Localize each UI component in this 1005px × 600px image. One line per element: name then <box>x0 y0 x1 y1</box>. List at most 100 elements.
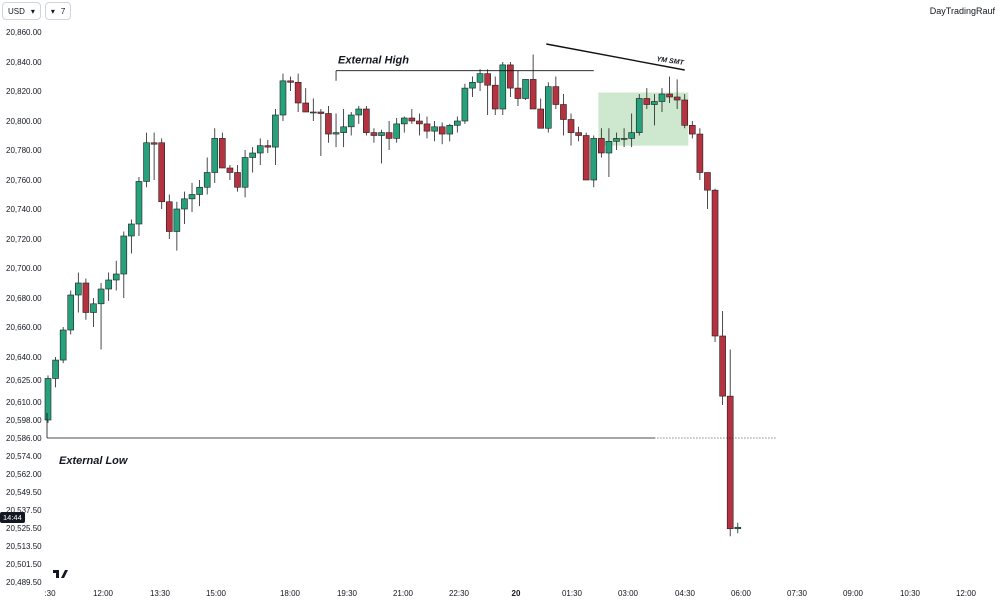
price-tick-label: 20,586.00 <box>6 434 42 443</box>
candle-body <box>52 359 59 379</box>
time-tick-label: 04:30 <box>675 589 696 598</box>
candle-body <box>241 157 249 188</box>
candle-body <box>203 172 211 188</box>
candle-body <box>658 93 666 102</box>
price-axis[interactable]: 20,860.00 20,840.00 20,820.00 20,800.00 20,7… <box>6 28 42 587</box>
time-tick-label: 15:00 <box>206 589 227 598</box>
price-tick-label: 20,740.00 <box>6 205 42 214</box>
time-tick-label: 20 <box>512 589 521 598</box>
price-tick-label: 20,489.50 <box>6 578 42 587</box>
candle-body <box>620 138 628 140</box>
candle-body <box>309 111 317 114</box>
candle-body <box>59 329 67 361</box>
countdown-badge: 14:44 <box>0 512 25 523</box>
candle-body <box>469 82 476 89</box>
candle-body <box>143 142 150 182</box>
candle-body <box>75 282 82 296</box>
time-tick-label: 21:00 <box>393 589 414 598</box>
time-tick-label: :30 <box>44 589 56 598</box>
candle-body <box>704 172 711 191</box>
candle-body <box>688 125 696 135</box>
candle-body <box>673 96 681 101</box>
candle-body <box>438 126 446 135</box>
candle-body <box>128 223 135 237</box>
candle-body <box>105 279 112 290</box>
candle-body <box>651 101 658 105</box>
price-tick-label: 20,525.50 <box>6 524 42 533</box>
candle-body <box>681 99 689 126</box>
candle-body <box>635 98 643 133</box>
candle-body <box>719 335 726 397</box>
price-tick-label: 20,610.00 <box>6 398 42 407</box>
time-tick-label: 19:30 <box>337 589 358 598</box>
candle-body <box>522 79 529 99</box>
external-high-label: External High <box>338 55 409 67</box>
chevron-down-icon: ▾ <box>30 6 35 16</box>
candle-body <box>605 141 613 154</box>
candle-body <box>514 87 522 99</box>
time-tick-label: 10:30 <box>900 589 921 598</box>
candle-body <box>370 132 378 136</box>
time-tick-label: 09:00 <box>843 589 864 598</box>
currency-label: USD <box>8 6 25 16</box>
candle-body <box>393 123 400 139</box>
price-tick-label: 20,700.00 <box>6 264 42 273</box>
time-axis[interactable]: :30 12:00 13:30 15:00 18:00 19:30 21:00 22:30 20… <box>44 589 976 598</box>
toolbar: USD ▾ ▾ 7 <box>0 0 73 22</box>
candle-body <box>272 114 279 148</box>
candle-body <box>325 113 332 135</box>
candle-body <box>537 108 545 129</box>
external-low-label: External Low <box>59 455 129 467</box>
time-tick-label: 12:00 <box>956 589 977 598</box>
chevron-down-icon: ▾ <box>50 6 55 16</box>
candle-body <box>363 108 370 133</box>
candle-body <box>165 201 173 232</box>
time-tick-label: 03:00 <box>618 589 639 598</box>
currency-select[interactable]: USD ▾ <box>2 2 41 20</box>
candle-body <box>628 132 635 139</box>
candle-body <box>211 138 219 173</box>
candle-body <box>598 138 605 154</box>
candle-body <box>423 123 431 132</box>
candle-body <box>90 303 97 313</box>
fvg-zone-highlight <box>598 92 689 146</box>
price-tick-label: 20,800.00 <box>6 117 42 126</box>
price-tick-label: 20,598.00 <box>6 416 42 425</box>
candle-body <box>332 132 340 135</box>
price-tick-label: 20,549.50 <box>6 488 42 497</box>
candle-body <box>347 114 355 128</box>
candle-body <box>150 142 158 145</box>
price-tick-label: 20,780.00 <box>6 146 42 155</box>
smt-divergence-line <box>546 43 685 71</box>
interval-select[interactable]: ▾ 7 <box>44 2 72 20</box>
price-tick-label: 20,562.00 <box>6 470 42 479</box>
candle-body <box>219 138 226 169</box>
author-brand: DayTradingRauf <box>929 6 995 16</box>
tradingview-logo-icon <box>53 570 68 578</box>
candle-body <box>234 172 241 188</box>
candle-body <box>287 80 294 83</box>
candle-body <box>666 93 673 98</box>
candle-body <box>491 84 499 110</box>
candle-body <box>613 138 620 142</box>
candle-body <box>461 87 469 122</box>
price-tick-label: 20,680.00 <box>6 294 42 303</box>
candle-body <box>173 208 181 232</box>
price-tick-label: 20,574.00 <box>6 452 42 461</box>
candle-body <box>484 73 491 86</box>
candle-body <box>44 378 52 421</box>
candle-body <box>378 132 385 136</box>
candle-body <box>158 142 165 203</box>
candle-body <box>112 273 120 281</box>
candle-body <box>196 186 203 195</box>
time-tick-label: 22:30 <box>449 589 470 598</box>
candle-body <box>560 104 567 120</box>
candle-body <box>97 288 105 305</box>
candle-body <box>726 395 734 530</box>
time-tick-label: 18:00 <box>280 589 301 598</box>
candle-body <box>400 117 408 125</box>
candle-body <box>575 132 582 136</box>
time-tick-label: 01:30 <box>562 589 583 598</box>
price-tick-label: 20,537.50 <box>6 506 42 515</box>
